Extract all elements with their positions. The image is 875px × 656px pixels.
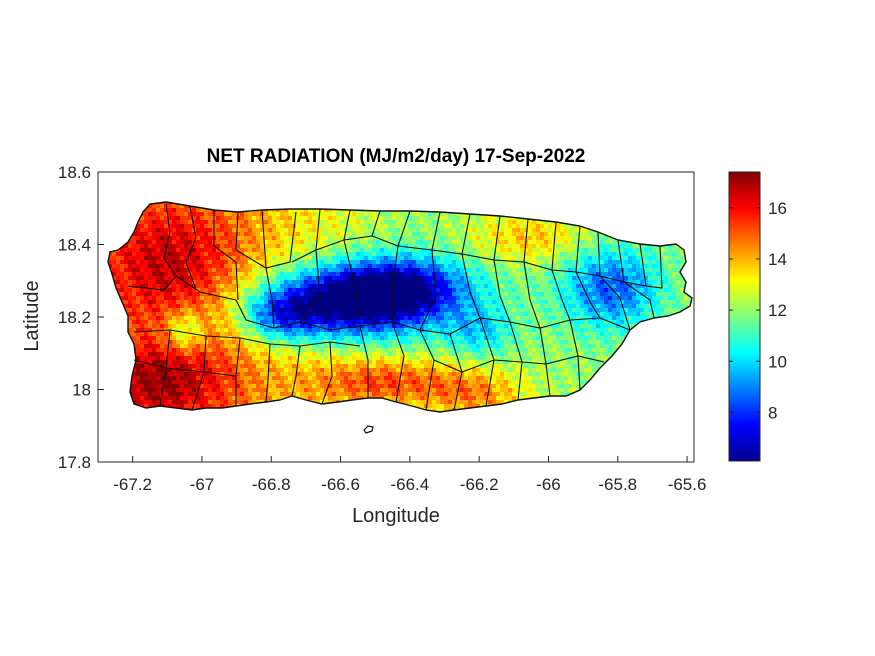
municipality-boundary <box>261 209 297 269</box>
municipality-boundary <box>623 281 655 319</box>
municipality-boundary <box>343 239 361 327</box>
municipality-boundary <box>433 355 605 373</box>
municipality-boundary <box>575 271 601 319</box>
caja-de-muertos-islet <box>363 425 374 434</box>
chart-title: NET RADIATION (MJ/m2/day) 17-Sep-2022 <box>207 146 586 167</box>
municipality-boundary <box>133 359 237 377</box>
municipality-boundary <box>299 249 321 323</box>
y-tick-label: 17.8 <box>58 453 91 472</box>
y-tick-label: 18.6 <box>58 163 91 182</box>
municipality-boundary <box>265 343 271 403</box>
municipality-boundary <box>133 329 361 347</box>
colorbar-tick-label: 14 <box>768 250 787 269</box>
x-tick-label: -66.6 <box>321 475 360 494</box>
colorbar-tick-label: 12 <box>768 301 787 320</box>
municipality-boundary <box>185 205 197 291</box>
municipality-boundary <box>391 321 405 403</box>
colorbar-ticks: 8 10 12 14 16 <box>729 199 787 422</box>
municipality-boundary <box>645 245 663 289</box>
x-tick-label: -65.6 <box>668 475 707 494</box>
municipality-boundary <box>163 203 177 277</box>
x-tick-label: -65.8 <box>598 475 637 494</box>
municipality-boundary <box>265 267 275 329</box>
y-tick-label: 18.2 <box>58 308 91 327</box>
municipality-boundary <box>235 211 267 269</box>
x-tick-label: -67.2 <box>113 475 152 494</box>
x-tick-label: -67 <box>190 475 215 494</box>
x-tick-label: -66 <box>536 475 561 494</box>
x-axis-label: Longitude <box>352 505 440 527</box>
x-axis: -67.2 -67 -66.8 -66.6 -66.4 -66.2 -66 -65.8 -65.… <box>113 456 706 494</box>
x-tick-label: -66.8 <box>252 475 291 494</box>
y-tick-label: 18 <box>72 381 91 400</box>
municipality-boundary <box>551 269 571 321</box>
y-axis: 17.8 18 18.2 18.4 18.6 <box>58 163 104 472</box>
municipality-boundary <box>523 261 541 329</box>
y-tick-label: 18.4 <box>58 236 91 255</box>
municipality-boundary <box>419 249 437 331</box>
municipality-boundary <box>321 341 333 405</box>
municipality-boundary <box>599 275 631 331</box>
x-tick-label: -66.4 <box>390 475 429 494</box>
colorbar <box>728 171 761 462</box>
municipality-boundary <box>291 345 301 397</box>
municipality-boundary <box>493 259 511 323</box>
municipality-boundaries <box>127 203 663 411</box>
municipality-boundary <box>359 325 369 398</box>
island-outline <box>107 201 693 413</box>
municipality-boundary <box>391 245 399 322</box>
y-axis-label: Latitude <box>21 280 43 351</box>
municipality-boundary <box>213 210 239 301</box>
municipality-boundary <box>127 275 237 301</box>
x-tick-label: -66.2 <box>460 475 499 494</box>
colorbar-tick-label: 16 <box>768 199 787 218</box>
colorbar-tick-label: 10 <box>768 352 787 371</box>
colorbar-tick-label: 8 <box>768 403 777 422</box>
municipality-boundary <box>461 253 481 319</box>
